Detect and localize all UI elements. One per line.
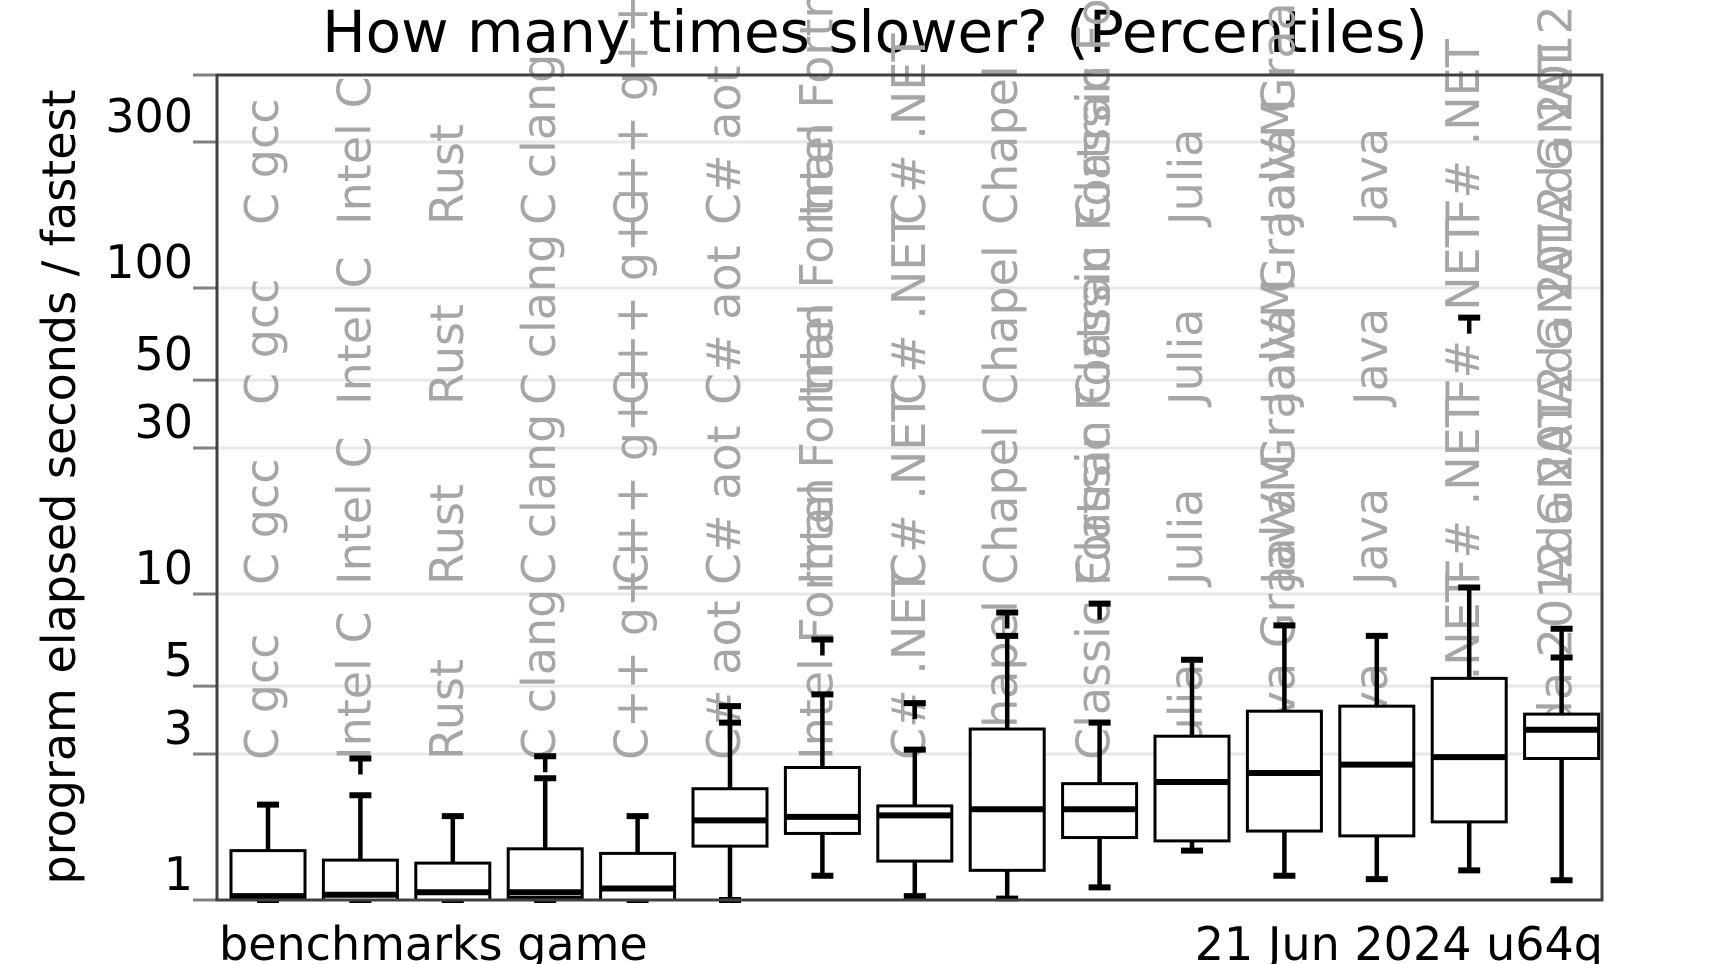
category-label: C clang bbox=[512, 234, 566, 405]
footer-left: benchmarks game bbox=[219, 917, 648, 964]
iqr-box bbox=[1523, 712, 1601, 761]
category-label: C gcc bbox=[235, 278, 289, 405]
category-label: Rust bbox=[420, 484, 474, 585]
category-label: C gcc bbox=[235, 458, 289, 585]
category-label: Classic Fortran bbox=[1067, 0, 1121, 225]
category-label: C++ g++ bbox=[605, 530, 659, 760]
category-label: F# .NET bbox=[1436, 398, 1490, 585]
category-label: C# .NET bbox=[882, 33, 936, 225]
category-labels: C gcc C gcc C gcc C gcc Intel C Intel C Intel … bbox=[235, 0, 1583, 763]
box-c-clang bbox=[506, 753, 584, 903]
category-label: Ada 2012 GNAT bbox=[1529, 0, 1583, 225]
box-java-graalvm bbox=[1245, 622, 1323, 879]
box-intel-fortran bbox=[783, 636, 861, 879]
footer-right: 21 Jun 2024 u64q bbox=[1195, 917, 1603, 964]
iqr-box bbox=[599, 851, 677, 902]
iqr-box bbox=[1338, 704, 1416, 838]
box-chapel bbox=[968, 609, 1046, 902]
category-label: Ada 2012 GNAT bbox=[1529, 44, 1583, 405]
box-series bbox=[229, 314, 1601, 903]
category-label: Java GraalVM bbox=[1251, 98, 1305, 408]
y-tick-label: 50 bbox=[134, 327, 193, 381]
y-tick-label: 30 bbox=[134, 395, 193, 449]
category-label: Classic Fortran bbox=[1067, 245, 1121, 585]
category-label: Java bbox=[1344, 308, 1398, 408]
iqr-box bbox=[1153, 734, 1231, 843]
box-classic-fortran bbox=[1061, 600, 1139, 891]
category-label: Intel Fortran bbox=[789, 302, 843, 585]
y-axis-ticks: 1 3 5 10 30 50 100 300 bbox=[105, 73, 217, 902]
category-label: C++ g++ bbox=[605, 175, 659, 405]
category-label: C# .NET bbox=[882, 213, 936, 405]
box-rust bbox=[414, 813, 492, 903]
category-label: Julia bbox=[1159, 489, 1213, 588]
category-label: F# .NET bbox=[1436, 218, 1490, 405]
category-label: C clang bbox=[512, 414, 566, 585]
category-label: C# aot bbox=[697, 600, 751, 760]
category-label: C gcc bbox=[235, 633, 289, 760]
category-label: C clang bbox=[512, 589, 566, 760]
category-label: C clang bbox=[512, 54, 566, 225]
box-c-aot bbox=[691, 703, 769, 903]
y-tick-label: 1 bbox=[164, 847, 193, 901]
box-ada-2012-gnat bbox=[1523, 625, 1601, 884]
iqr-box bbox=[1430, 676, 1508, 824]
category-label: C++ g++ bbox=[605, 0, 659, 225]
box-java bbox=[1338, 632, 1416, 883]
category-label: Intel C bbox=[327, 436, 381, 585]
category-label: Julia bbox=[1159, 309, 1213, 408]
iqr-box bbox=[968, 727, 1046, 872]
category-label: Java GraalVM bbox=[1251, 0, 1305, 228]
category-label: Intel C bbox=[327, 76, 381, 225]
category-label: C# .NET bbox=[882, 393, 936, 585]
y-tick-label: 3 bbox=[164, 701, 193, 755]
category-label: Intel Fortran bbox=[789, 122, 843, 405]
box-intel-c bbox=[321, 755, 399, 903]
category-label: F# .NET bbox=[1436, 38, 1490, 225]
category-label: C# aot bbox=[697, 65, 751, 225]
chart-title: How many times slower? (Percentiles) bbox=[322, 0, 1428, 66]
category-label: Ada 2012 GNAT bbox=[1529, 399, 1583, 760]
category-label: Java bbox=[1344, 128, 1398, 228]
category-label: C# .NET bbox=[882, 568, 936, 760]
category-label: Chapel bbox=[974, 65, 1028, 225]
category-label: Chapel bbox=[974, 245, 1028, 405]
grid-lines bbox=[217, 140, 1602, 756]
y-tick-label: 10 bbox=[134, 541, 193, 595]
category-label: C gcc bbox=[235, 98, 289, 225]
category-label: Java GraalVM bbox=[1251, 278, 1305, 588]
plot-frame bbox=[215, 73, 1604, 902]
y-axis-label: program elapsed seconds / fastest bbox=[32, 90, 86, 885]
category-label: Chapel bbox=[974, 425, 1028, 585]
category-label: Intel Fortran bbox=[789, 477, 843, 760]
box-c-net bbox=[876, 700, 954, 900]
category-label: Intel Fortran bbox=[789, 0, 843, 225]
category-label: C# aot bbox=[697, 425, 751, 585]
category-label: Julia bbox=[1159, 129, 1213, 228]
box-c-g- bbox=[599, 813, 677, 903]
category-label: Java bbox=[1344, 488, 1398, 588]
category-label: Ada 2012 GNAT bbox=[1529, 224, 1583, 585]
category-label: Rust bbox=[420, 124, 474, 225]
y-tick-label: 5 bbox=[164, 633, 193, 687]
category-label: Rust bbox=[420, 304, 474, 405]
category-label: Classic Fortran bbox=[1067, 65, 1121, 405]
iqr-box bbox=[783, 766, 861, 835]
category-label: Classic Fortran bbox=[1067, 420, 1121, 760]
y-tick-label: 100 bbox=[105, 235, 193, 289]
box-julia bbox=[1153, 656, 1231, 854]
y-tick-label: 300 bbox=[105, 89, 193, 143]
box-c-gcc bbox=[229, 801, 307, 903]
category-label: C# aot bbox=[697, 245, 751, 405]
iqr-box bbox=[229, 849, 307, 902]
box-f-net bbox=[1430, 314, 1508, 874]
category-label: Intel C bbox=[327, 611, 381, 760]
category-label: Intel C bbox=[327, 256, 381, 405]
category-label: C++ g++ bbox=[605, 355, 659, 585]
category-label: Rust bbox=[420, 659, 474, 760]
